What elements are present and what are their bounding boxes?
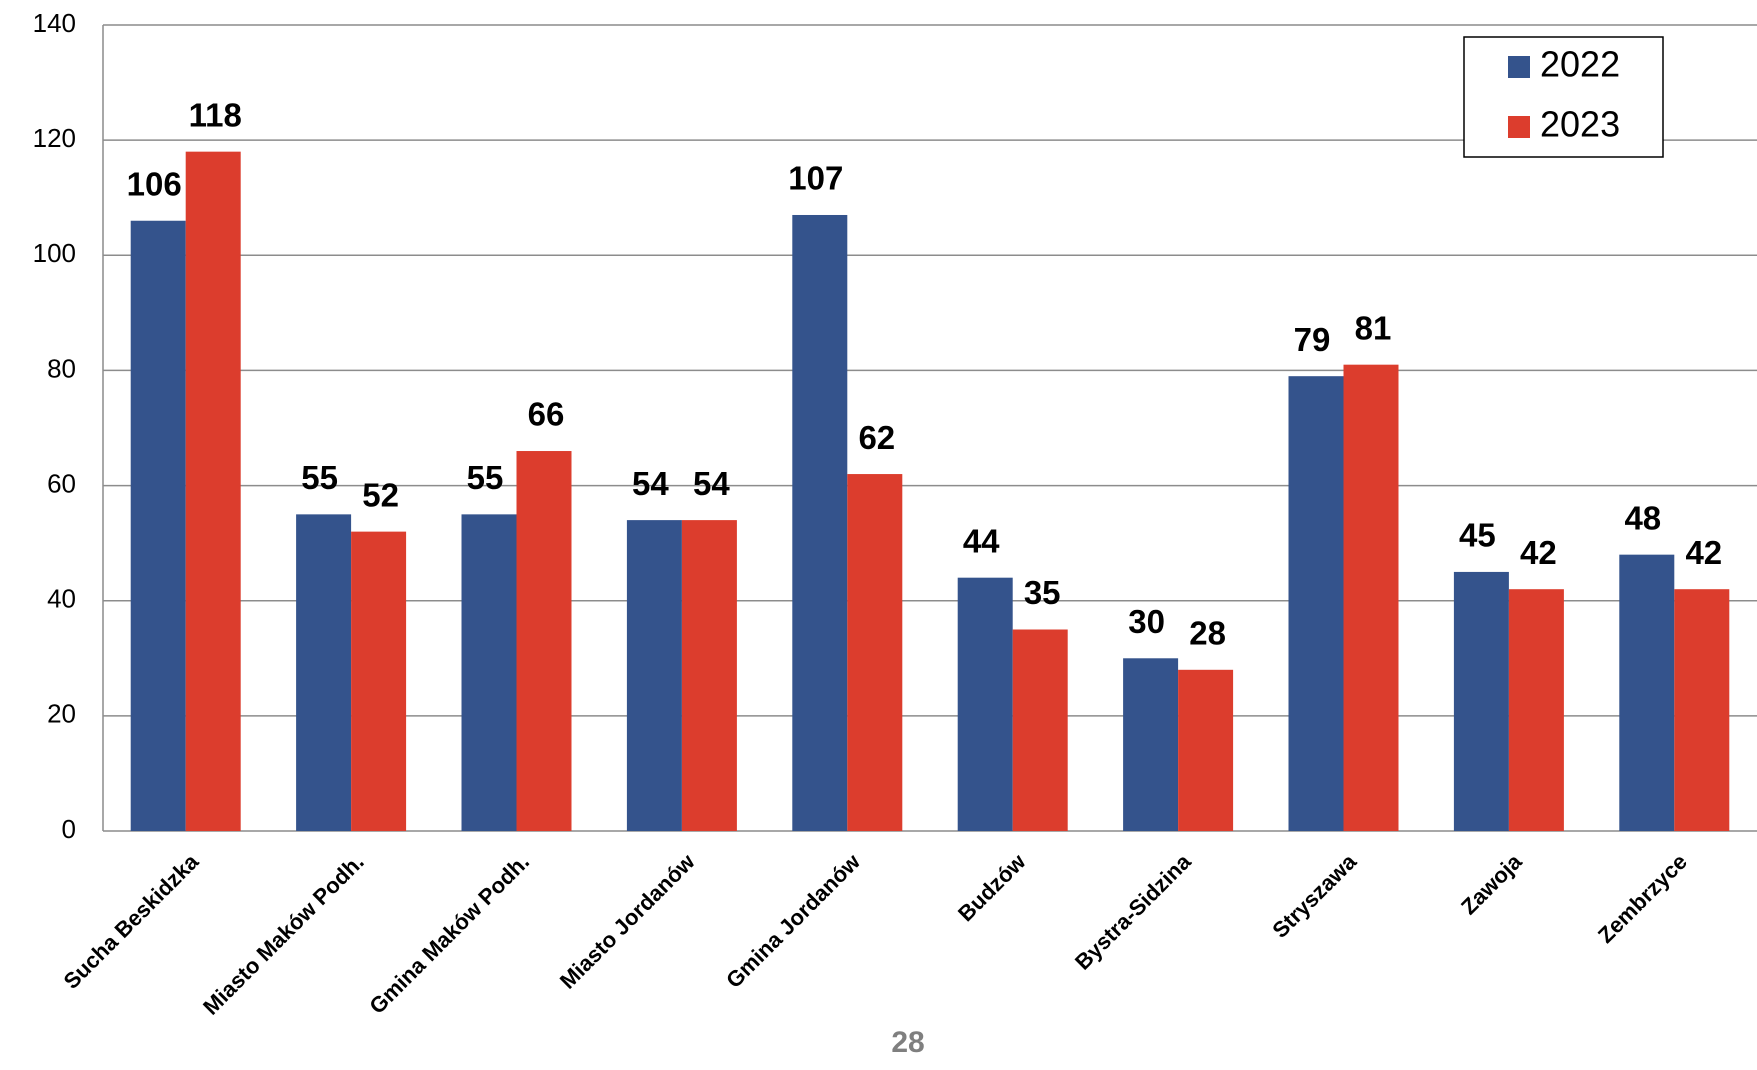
- data-label: 66: [528, 396, 565, 433]
- data-label: 54: [693, 465, 730, 502]
- page-number: 28: [891, 1026, 924, 1059]
- data-label: 45: [1459, 517, 1496, 554]
- legend-swatch: [1508, 116, 1530, 138]
- data-label: 55: [467, 459, 504, 496]
- bar: [1508, 589, 1564, 831]
- bar: [296, 514, 352, 831]
- y-tick-label: 140: [33, 8, 76, 38]
- y-tick-label: 0: [62, 814, 76, 844]
- data-label: 52: [362, 476, 399, 513]
- x-tick-label: Miasto Maków Podh.: [198, 849, 369, 1020]
- bar: [847, 474, 903, 831]
- bar: [626, 520, 682, 831]
- y-tick-label: 100: [33, 238, 76, 268]
- data-label: 55: [301, 459, 338, 496]
- legend-label: 2022: [1540, 44, 1620, 85]
- data-label: 106: [127, 165, 182, 202]
- x-tick-label: Budzów: [953, 848, 1031, 926]
- legend-label: 2023: [1540, 104, 1620, 145]
- bar: [681, 520, 737, 831]
- bar: [1123, 658, 1179, 831]
- y-tick-label: 40: [47, 584, 76, 614]
- bar: [461, 514, 517, 831]
- data-label: 42: [1520, 534, 1557, 571]
- data-label: 42: [1685, 534, 1722, 571]
- x-tick-label: Gmina Maków Podh.: [364, 849, 534, 1019]
- data-label: 30: [1128, 603, 1165, 640]
- x-tick-label: Miasto Jordanów: [555, 848, 700, 993]
- y-tick-label: 80: [47, 353, 76, 383]
- legend-box: [1463, 36, 1664, 158]
- data-label: 79: [1294, 321, 1331, 358]
- x-tick-label: Zawoja: [1456, 848, 1527, 919]
- data-label: 44: [963, 522, 1000, 559]
- bar: [516, 451, 572, 831]
- bar: [1288, 376, 1344, 831]
- bar: [185, 151, 241, 831]
- data-label: 118: [189, 96, 242, 133]
- x-tick-label: Stryszawa: [1267, 848, 1361, 942]
- bar: [792, 214, 848, 831]
- data-label: 48: [1624, 499, 1661, 536]
- data-label: 107: [788, 160, 843, 197]
- data-label: 28: [1189, 615, 1226, 652]
- bar: [1343, 364, 1399, 831]
- legend-swatch: [1508, 56, 1530, 78]
- bar: [957, 577, 1013, 831]
- y-tick-label: 60: [47, 468, 76, 498]
- x-tick-label: Gmina Jordanów: [721, 848, 866, 993]
- data-label: 54: [632, 465, 669, 502]
- bar: [130, 220, 186, 831]
- data-label: 35: [1024, 574, 1061, 611]
- x-tick-label: Sucha Beskidzka: [59, 848, 204, 993]
- bar: [1012, 629, 1068, 831]
- bar: [351, 531, 407, 831]
- bar: [1178, 669, 1234, 831]
- data-label: 62: [858, 419, 895, 456]
- bar: [1619, 554, 1675, 831]
- bar: [1453, 571, 1509, 831]
- bar: [1674, 589, 1730, 831]
- y-tick-label: 20: [47, 699, 76, 729]
- y-tick-label: 120: [33, 123, 76, 153]
- data-label: 81: [1355, 309, 1392, 346]
- x-tick-label: Zembrzyce: [1593, 849, 1692, 948]
- x-tick-label: Bystra-Sidzina: [1070, 848, 1196, 974]
